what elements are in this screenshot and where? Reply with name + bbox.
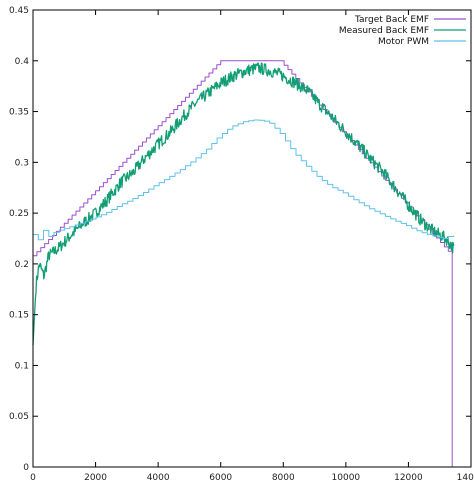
y-tick-label: 0.25 [9,209,29,219]
y-tick-label: 0.3 [15,158,29,168]
series-line-motor-pwm [33,119,455,241]
plot-area [32,60,455,467]
y-tick-label: 0.05 [9,412,29,422]
x-tick-label: 10000 [332,473,361,483]
x-tick-label: 12000 [394,473,423,483]
x-tick-label: 2000 [84,473,107,483]
x-tick-label: 6000 [209,473,232,483]
x-tick-label: 0 [30,473,36,483]
legend-label: Target Back EMF [354,15,429,25]
axis-frame [32,9,472,468]
legend-label: Motor PWM [378,37,429,47]
series-line-measured-back-emf [32,62,455,346]
y-tick-label: 0.35 [9,108,29,118]
y-tick-label: 0.45 [9,6,29,16]
x-tick-label: 4000 [147,473,170,483]
y-tick-label: 0.4 [15,57,30,67]
x-tick-label: 8000 [272,473,295,483]
y-tick-label: 0.2 [15,260,29,270]
y-axis: 0 0.05 0.1 0.15 0.2 0.25 0.3 0.35 0.4 0.45 [9,6,471,473]
y-tick-label: 0.15 [9,311,29,321]
y-tick-label: 0 [23,463,29,473]
y-tick-label: 0.1 [15,361,29,371]
legend-label: Measured Back EMF [339,26,429,36]
